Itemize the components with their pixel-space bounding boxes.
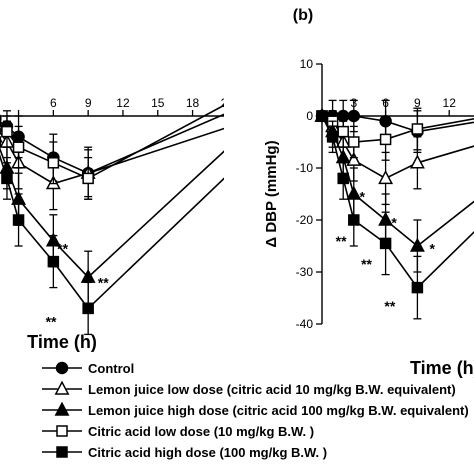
data-point-b-3: [337, 125, 349, 138]
y-tick-label-b: 0: [306, 109, 313, 123]
data-point-a-2: [256, 109, 268, 121]
legend-item: Citric acid high dose (100 mg/kg B.W. ): [42, 445, 327, 460]
data-point-b-4: [379, 237, 392, 250]
data-point-a-4: [82, 302, 94, 315]
x-tick-label-b: 9: [414, 96, 421, 110]
x-axis-title-a: Time (h): [27, 332, 97, 352]
legend-marker-circle-filled: [55, 361, 69, 375]
data-point-b-0: [347, 109, 361, 123]
significance-mark-b: **: [384, 298, 395, 314]
x-axis-title-b: Time (h): [410, 358, 474, 378]
y-tick-label-b: -30: [296, 265, 314, 279]
x-tick-label-a: 15: [151, 96, 165, 110]
legend-label: Lemon juice low dose (citric acid 10 mg/…: [88, 382, 456, 397]
data-point-a-1: [256, 109, 268, 121]
data-point-b-1: [346, 151, 362, 166]
x-tick-label-a: 24: [255, 96, 269, 110]
data-point-a-3: [47, 157, 60, 169]
x-tick-label-a: 12: [116, 96, 130, 110]
data-point-a-1: [0, 126, 3, 133]
y-tick-label-b: -20: [296, 213, 314, 227]
legend-label: Citric acid low dose (10 mg/kg B.W. ): [88, 424, 314, 439]
legend: Control Lemon juice low dose (citric acid…: [42, 361, 469, 460]
x-tick-label-a: 9: [85, 96, 92, 110]
y-tick-label-b: 10: [300, 57, 314, 71]
legend-marker-square-open: [56, 425, 68, 437]
legend-label: Citric acid high dose (100 mg/kg B.W. ): [88, 445, 327, 460]
significance-mark-a: **: [57, 241, 68, 257]
series-line-a-4: [0, 153, 224, 310]
data-point-a-3: [82, 172, 94, 185]
series-line-a-2: [0, 146, 224, 279]
series-a-2: [0, 109, 268, 304]
data-point-b-4: [326, 131, 339, 143]
significance-mark-a: **: [98, 274, 109, 290]
series-a-0: [0, 92, 268, 198]
series-a-3: [0, 80, 267, 200]
x-tick-label-a: 21: [221, 96, 235, 110]
data-point-b-3: [411, 123, 424, 135]
significance-mark-b: *: [430, 241, 436, 257]
panel-label-b: (b): [293, 7, 313, 24]
y-axis-title-b: Δ DBP (mmHg): [263, 140, 280, 247]
series-a-4: [0, 136, 224, 336]
data-point-b-4: [411, 281, 424, 294]
data-point-a-4: [12, 214, 25, 226]
significance-mark-b: *: [391, 215, 397, 231]
legend-marker-triangle-open: [54, 380, 70, 395]
legend-marker-triangle-filled: [54, 401, 70, 416]
legend-item: Lemon juice high dose (citric acid 100 m…: [42, 401, 469, 418]
data-point-b-1: [378, 169, 394, 185]
significance-mark-b: **: [336, 233, 347, 249]
data-point-b-4: [337, 172, 349, 185]
data-point-a-3: [257, 80, 267, 90]
significance-mark-b: **: [361, 256, 372, 272]
panel-a: 6 9 12 15 18 21 24 ** ** ** Time (h): [0, 80, 269, 352]
legend-label: Control: [88, 361, 134, 376]
y-tick-label-b: -10: [296, 161, 314, 175]
legend-label: Lemon juice high dose (citric acid 100 m…: [88, 403, 469, 418]
data-point-a-0: [257, 92, 268, 103]
x-tick-label-a: 6: [50, 96, 57, 110]
legend-item: Lemon juice low dose (citric acid 10 mg/…: [42, 380, 456, 397]
data-point-b-2: [409, 237, 425, 252]
data-point-a-4: [1, 172, 13, 185]
significance-mark-a: **: [46, 313, 57, 329]
data-point-a-3: [1, 125, 13, 138]
x-tick-label-a: 18: [186, 96, 200, 110]
x-tick-label-b: 12: [443, 96, 457, 110]
legend-item: Control: [42, 361, 134, 376]
y-tick-label-b: -40: [296, 317, 314, 331]
series-a-1: [0, 109, 268, 211]
legend-item: Citric acid low dose (10 mg/kg B.W. ): [42, 424, 314, 439]
data-point-b-3: [379, 133, 392, 146]
data-point-b-1: [409, 154, 425, 169]
series-b-4: [316, 110, 474, 320]
data-point-a-4: [47, 255, 60, 268]
significance-mark-b: *: [360, 189, 366, 205]
data-point-b-3: [348, 136, 360, 148]
plot-area-a: 6 9 12 15 18 21 24 ** ** **: [0, 80, 269, 336]
legend-marker-square-filled: [56, 446, 68, 458]
data-point-a-3: [12, 141, 25, 153]
plot-area-b: 3691215182124*********: [314, 96, 474, 320]
data-point-b-4: [348, 214, 360, 226]
